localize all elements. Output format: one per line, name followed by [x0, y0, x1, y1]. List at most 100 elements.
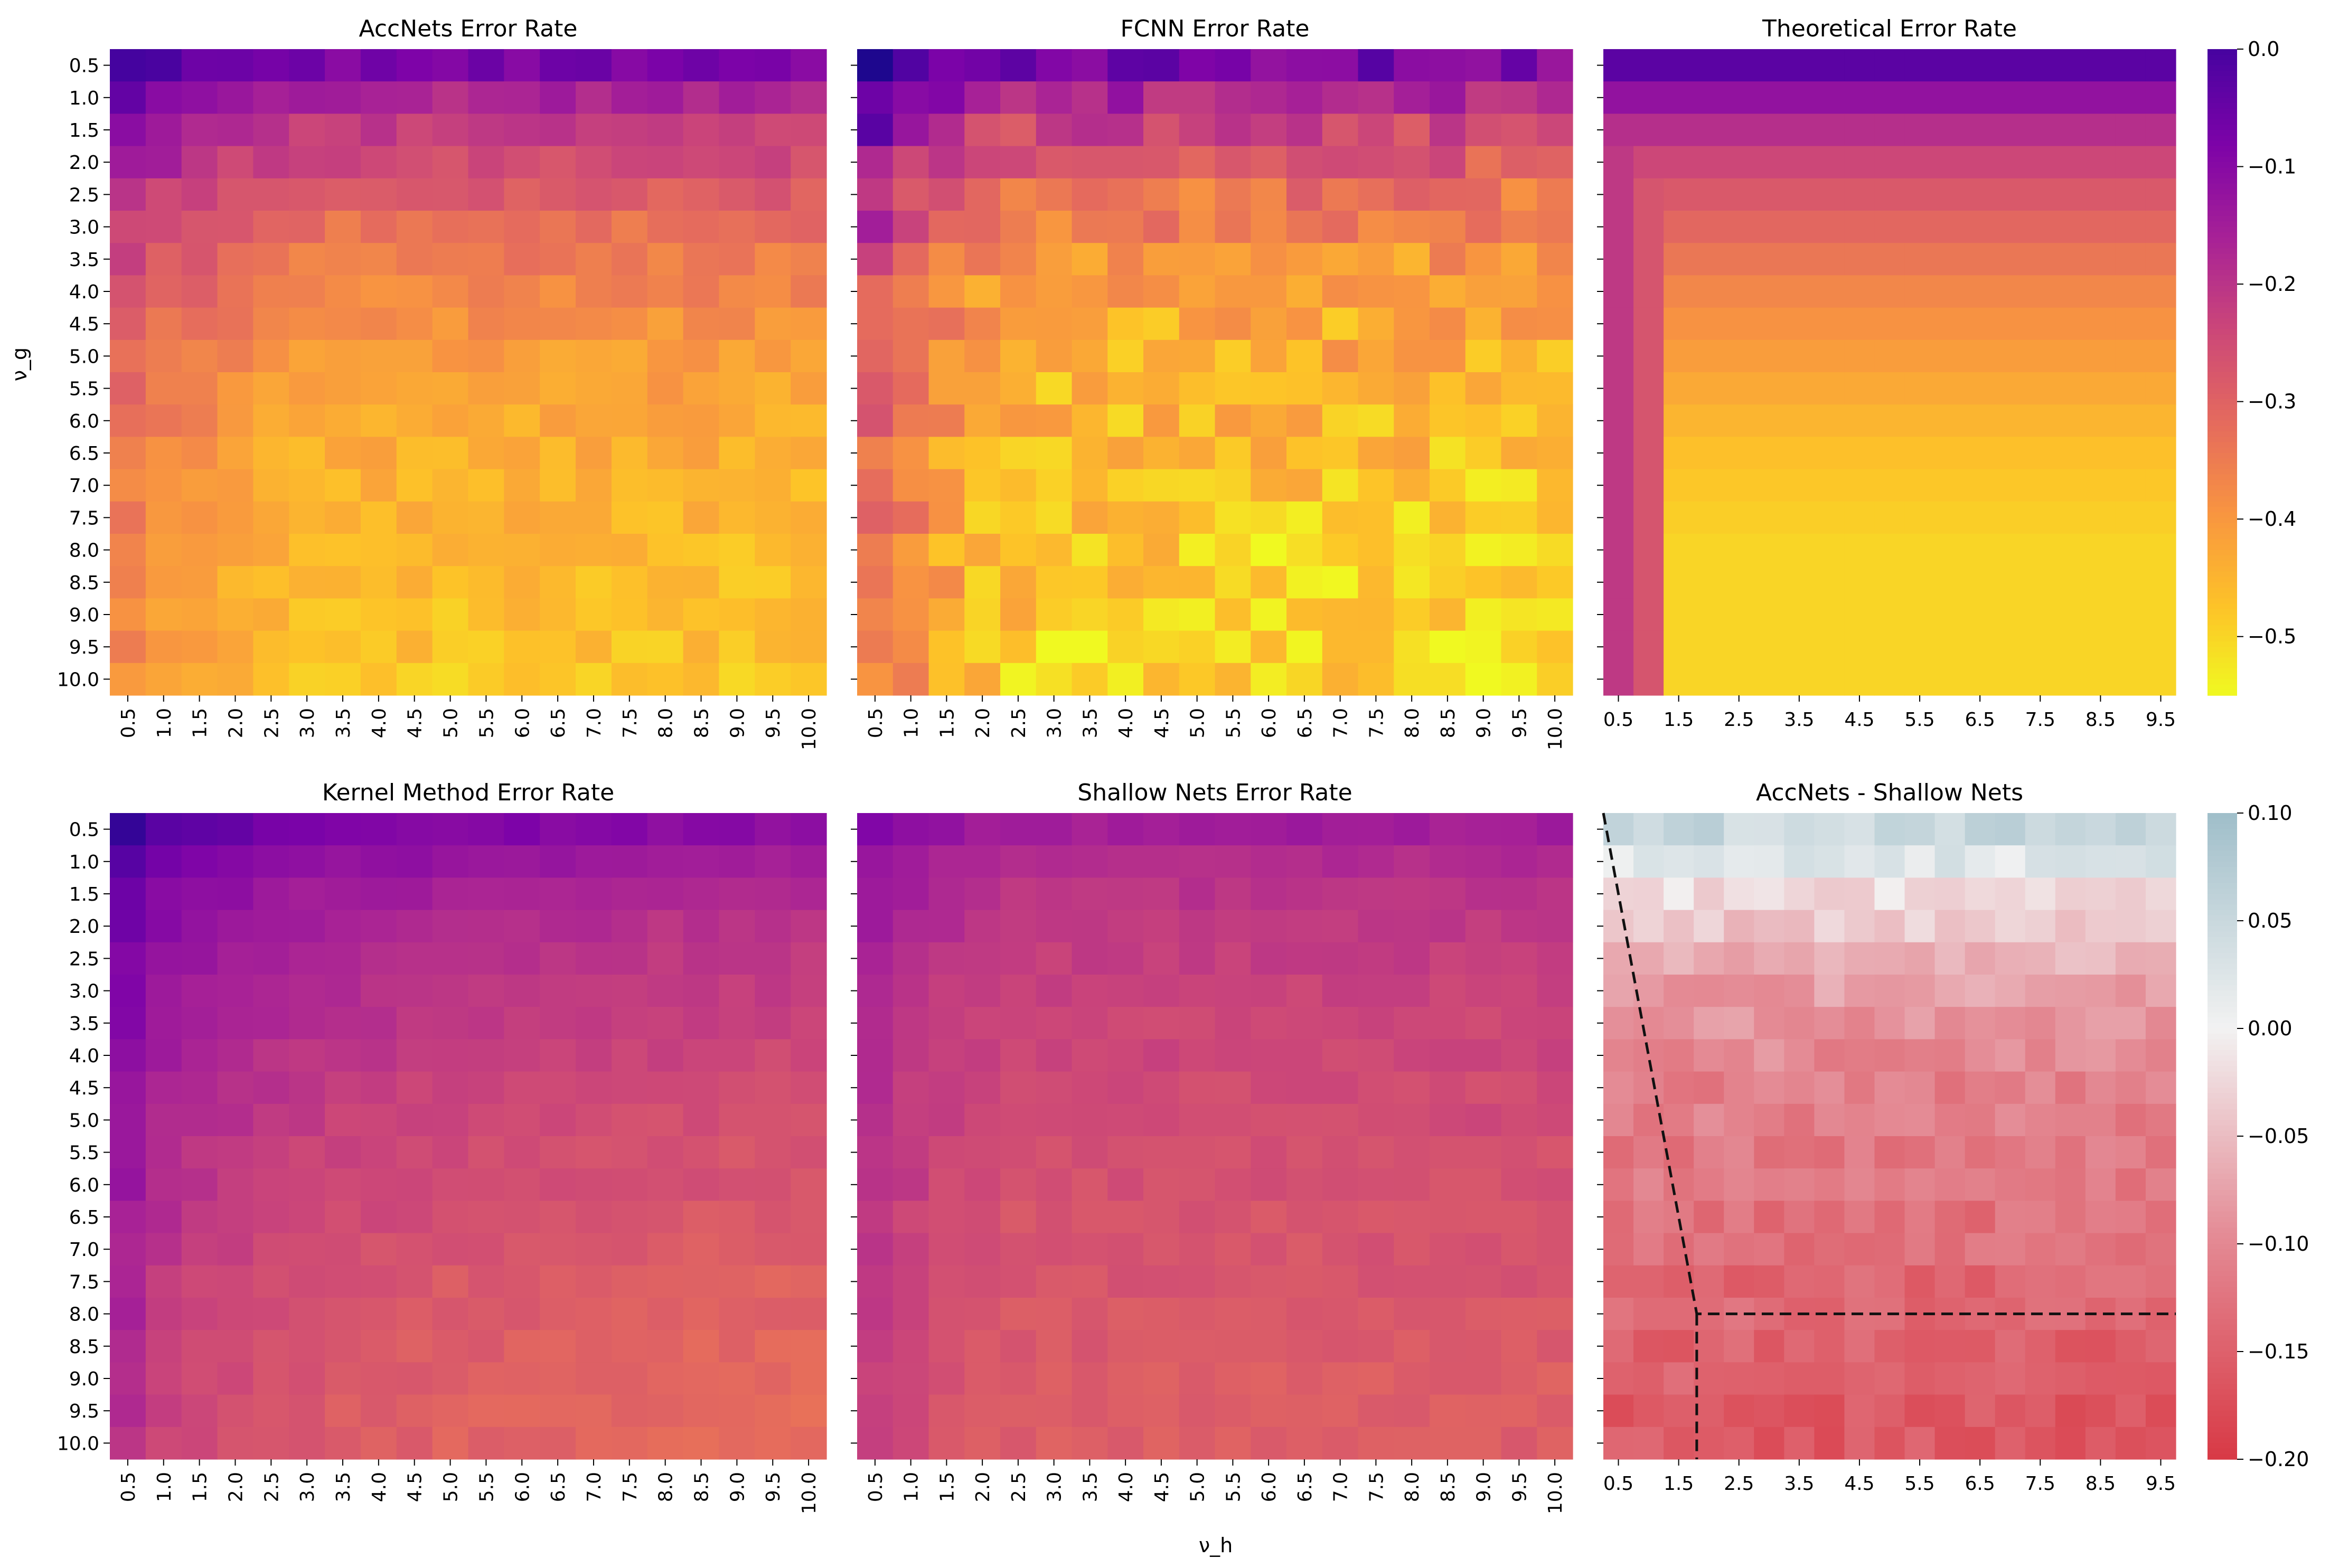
heatmap-cell — [1784, 663, 1815, 696]
heatmap-cell — [181, 1007, 218, 1040]
heatmap-cell — [1179, 146, 1216, 179]
heatmap-cell — [964, 275, 1001, 308]
heatmap-cell — [1934, 1265, 1966, 1298]
heatmap-cell — [145, 1233, 182, 1266]
heatmap-cell — [325, 1394, 361, 1428]
heatmap-cell — [325, 1298, 361, 1330]
y-tick-label: 9.0 — [69, 1368, 99, 1390]
heatmap-cell — [1358, 598, 1394, 631]
heatmap-cell — [1000, 1298, 1037, 1330]
heatmap-cell — [360, 1233, 397, 1266]
heatmap-cell — [504, 942, 540, 975]
heatmap-cell — [1501, 813, 1537, 846]
heatmap-cell — [1537, 1265, 1573, 1298]
heatmap-cell — [1694, 1168, 1724, 1201]
x-tick-label: 8.0 — [655, 1472, 677, 1502]
heatmap-cell — [1215, 663, 1251, 696]
heatmap-cell — [683, 1039, 720, 1072]
heatmap-cell — [1844, 566, 1875, 599]
heatmap-cell — [1394, 1265, 1430, 1298]
heatmap-cell — [1322, 114, 1359, 147]
heatmap-cell — [647, 146, 684, 179]
heatmap-cell — [360, 877, 397, 911]
heatmap-cell — [1995, 1071, 2026, 1104]
heatmap-cell — [289, 1201, 325, 1234]
heatmap-cell — [1430, 598, 1466, 631]
heatmap-cell — [1072, 1039, 1108, 1072]
heatmap-cell — [1465, 178, 1502, 211]
colorbar-segment — [2208, 1130, 2237, 1137]
heatmap-cell — [755, 534, 791, 566]
colorbar-segment — [2208, 216, 2237, 222]
heatmap-cell — [719, 1201, 755, 1234]
heatmap-cell — [1633, 1071, 1664, 1104]
colorbar-segment — [2208, 329, 2237, 335]
heatmap-cell — [1633, 178, 1664, 211]
heatmap-cell — [1784, 566, 1815, 599]
heatmap-cell — [576, 910, 612, 943]
heatmap-cell — [2085, 598, 2116, 631]
heatmap-cell — [325, 845, 361, 878]
x-tick-label: 2.5 — [1724, 709, 1754, 731]
heatmap-cell — [1251, 942, 1287, 975]
heatmap-cell — [110, 630, 146, 664]
heatmap-cell — [928, 1265, 965, 1298]
heatmap-cell — [1358, 81, 1394, 114]
heatmap-cell — [1537, 49, 1573, 82]
colorbar-segment — [2208, 1238, 2237, 1244]
heatmap-cell — [1215, 81, 1251, 114]
colorbar-segment — [2208, 1325, 2237, 1330]
heatmap-cell — [1107, 469, 1144, 502]
heatmap-cell — [1814, 942, 1845, 975]
heatmap-cell — [683, 1233, 720, 1266]
heatmap-cell — [1694, 1136, 1724, 1169]
heatmap-cell — [468, 663, 504, 696]
heatmap-cell — [289, 663, 325, 696]
heatmap-cell — [145, 630, 182, 664]
heatmap-cell — [1251, 437, 1287, 470]
x-tick-label: 8.0 — [1402, 1472, 1423, 1502]
heatmap-cell — [893, 1265, 929, 1298]
heatmap-cell — [1179, 372, 1216, 405]
heatmap-cell — [791, 1394, 827, 1428]
heatmap-cell — [1251, 81, 1287, 114]
colorbar-segment — [2208, 1076, 2237, 1083]
heatmap-cell — [1874, 566, 1905, 599]
y-tick-label: 0.5 — [69, 55, 99, 77]
heatmap-cell — [683, 1330, 720, 1363]
heatmap-cell — [2145, 339, 2176, 373]
colorbar-segment — [2208, 1389, 2237, 1395]
heatmap-cell — [857, 877, 894, 911]
heatmap-cell — [289, 501, 325, 534]
heatmap-cell — [1430, 942, 1466, 975]
heatmap-cell — [1537, 534, 1573, 566]
heatmap-cell — [1251, 1007, 1287, 1040]
colorbar-segment — [2208, 1061, 2237, 1067]
heatmap-cell — [1904, 845, 1936, 878]
heatmap-cell — [857, 813, 894, 846]
heatmap-cell — [360, 1103, 397, 1137]
heatmap-cell — [1537, 404, 1573, 437]
heatmap-cell — [2025, 1233, 2056, 1266]
heatmap-cell — [1603, 469, 1634, 502]
heatmap-cell — [1358, 211, 1394, 243]
heatmap-cell — [1965, 1136, 1996, 1169]
heatmap-cell — [468, 501, 504, 534]
heatmap-cell — [432, 1362, 469, 1395]
colorbar-segment — [2208, 953, 2237, 959]
heatmap-cell — [1107, 1394, 1144, 1428]
heatmap-cell — [1430, 1071, 1466, 1104]
heatmap-cell — [576, 1071, 612, 1104]
heatmap-cell — [1251, 1362, 1287, 1395]
heatmap-cell — [1251, 1201, 1287, 1234]
colorbar-segment — [2208, 243, 2237, 249]
heatmap-cell — [1072, 1201, 1108, 1234]
heatmap-cell — [289, 1298, 325, 1330]
heatmap-cell — [1072, 81, 1108, 114]
heatmap-cell — [1072, 1007, 1108, 1040]
heatmap-cell — [2115, 211, 2146, 243]
colorbar-segment — [2208, 297, 2237, 303]
heatmap-cell — [1501, 243, 1537, 276]
heatmap-cell — [325, 114, 361, 147]
y-tick-label: 6.0 — [69, 1175, 99, 1196]
